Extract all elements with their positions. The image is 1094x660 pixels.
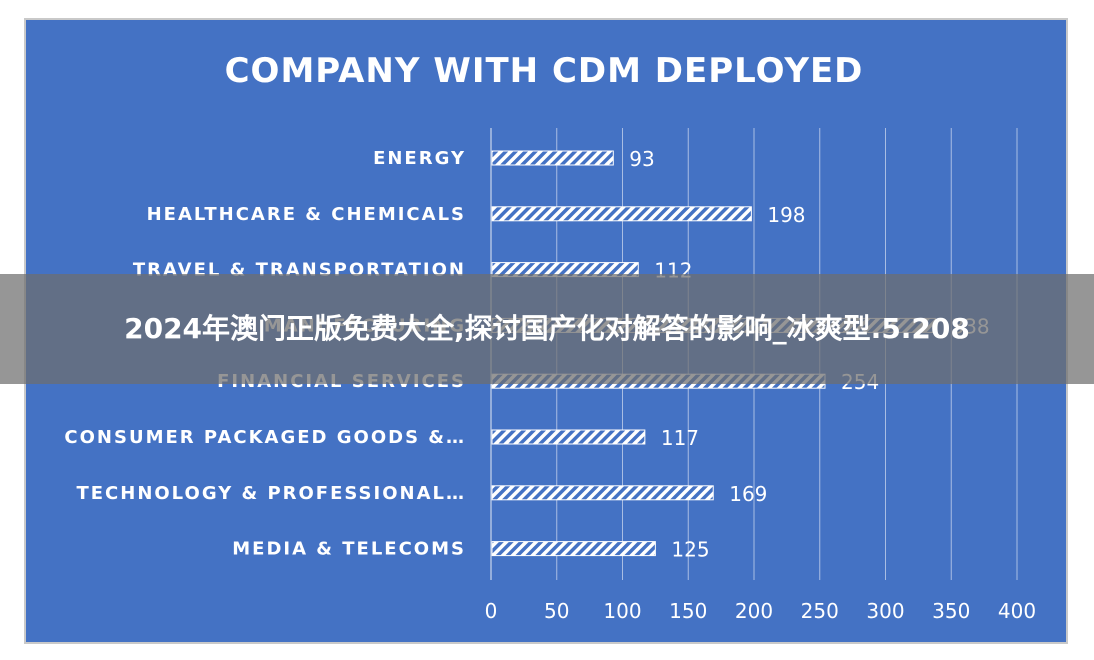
bar <box>491 485 714 501</box>
bar-chart: COMPANY WITH CDM DEPLOYED ENERGY 93 HEALTH… <box>64 51 1036 623</box>
category-label: ENERGY <box>373 148 466 169</box>
x-tick-label: 0 <box>485 599 498 623</box>
x-tick-label: 50 <box>544 599 569 623</box>
category-label: CONSUMER PACKAGED GOODS &… <box>64 427 466 448</box>
chart-title: COMPANY WITH CDM DEPLOYED <box>225 51 864 91</box>
x-tick-label: 250 <box>801 599 839 623</box>
x-tick-label: 400 <box>998 599 1036 623</box>
bar <box>491 541 656 557</box>
data-label: 125 <box>671 538 709 562</box>
category-label: TECHNOLOGY & PROFESSIONAL… <box>76 483 466 504</box>
bar <box>491 150 614 166</box>
data-label: 198 <box>767 203 805 227</box>
x-tick-label: 350 <box>932 599 970 623</box>
x-tick-label: 200 <box>735 599 773 623</box>
x-tick-label: 300 <box>866 599 904 623</box>
caption-banner: 2024年澳门正版免费大全,探讨国产化对解答的影响_冰爽型.5.208 <box>0 274 1094 384</box>
x-tick-label: 100 <box>603 599 641 623</box>
bar <box>491 206 752 222</box>
data-label: 93 <box>629 147 654 171</box>
x-tick-label: 150 <box>669 599 707 623</box>
category-label: HEALTHCARE & CHEMICALS <box>147 204 466 225</box>
data-label: 117 <box>661 426 699 450</box>
data-label: 169 <box>729 482 767 506</box>
caption-text: 2024年澳门正版免费大全,探讨国产化对解答的影响_冰爽型.5.208 <box>124 312 970 345</box>
category-label: MEDIA & TELECOMS <box>232 539 466 560</box>
bar <box>491 429 646 445</box>
